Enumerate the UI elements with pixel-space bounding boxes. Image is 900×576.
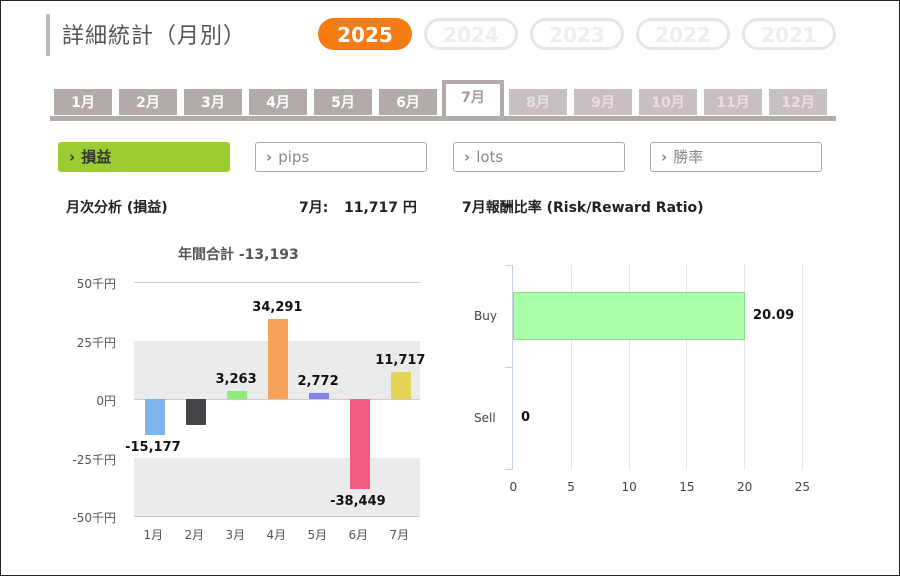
page-title: 詳細統計（月別） — [62, 24, 247, 49]
x-tick-label: 10 — [621, 480, 637, 494]
bar-2月 — [185, 399, 206, 425]
metric-label: lots — [476, 148, 504, 166]
year-tab-2023[interactable]: 2023 — [530, 18, 624, 50]
metric-button-winrate[interactable]: › 勝率 — [650, 142, 822, 172]
x-tick-label: 5 — [567, 480, 575, 494]
y-tick-label: -25千円 — [72, 453, 116, 467]
data-label: 0 — [521, 410, 531, 425]
chart-band — [134, 458, 420, 516]
grid-line — [134, 516, 420, 517]
bar-6月 — [349, 399, 370, 489]
x-tick-label: 5月 — [307, 528, 328, 542]
year-tab-2021[interactable]: 2021 — [742, 18, 836, 50]
monthly-analysis-heading: 月次分析 (損益) — [66, 200, 168, 216]
chevron-right-icon: › — [464, 148, 471, 166]
grid-line — [570, 265, 572, 470]
x-tick-label: 1月 — [143, 528, 164, 542]
x-tick-label: 20 — [737, 480, 753, 494]
y-axis-tick — [505, 367, 513, 368]
y-axis-tick — [505, 265, 513, 266]
current-month-label: 7月: — [299, 200, 329, 216]
month-tab-11: 11月 — [704, 89, 762, 115]
y-tick-label: 0円 — [96, 394, 116, 408]
chevron-right-icon: › — [661, 148, 668, 166]
month-tab-4[interactable]: 4月 — [249, 89, 307, 115]
y-axis-tick — [505, 469, 513, 470]
data-label: -38,449 — [330, 493, 386, 509]
year-tab-2022[interactable]: 2022 — [636, 18, 730, 50]
x-tick-label: 2月 — [184, 528, 205, 542]
month-tab-1[interactable]: 1月 — [54, 89, 112, 115]
bar-5月 — [308, 392, 329, 399]
current-month-value: 11,717 円 — [344, 200, 417, 216]
month-tab-10: 10月 — [639, 89, 697, 115]
month-tab-9: 9月 — [574, 89, 632, 115]
month-tab-3[interactable]: 3月 — [184, 89, 242, 115]
annual-total: 年間合計 -13,193 — [178, 247, 299, 263]
metric-label: pips — [278, 148, 310, 166]
x-tick-label: 0 — [509, 480, 518, 494]
y-tick-label: 25千円 — [76, 336, 116, 350]
x-tick-label: 25 — [794, 480, 811, 494]
metric-label: 損益 — [81, 148, 112, 166]
grid-line — [134, 399, 420, 400]
month-tab-2[interactable]: 2月 — [119, 89, 177, 115]
metric-button-pips[interactable]: › pips — [255, 142, 427, 172]
x-tick-label: 15 — [679, 480, 695, 494]
metric-label: 勝率 — [673, 148, 704, 166]
month-tab-6[interactable]: 6月 — [379, 89, 437, 115]
chevron-right-icon: › — [69, 148, 76, 166]
month-tab-7[interactable]: 7月 — [442, 80, 504, 116]
grid-line — [744, 265, 745, 470]
grid-line — [134, 282, 420, 283]
bar-buy — [513, 292, 746, 340]
x-tick-label: 3月 — [225, 528, 246, 542]
bar-3月 — [226, 391, 247, 399]
bar-7月 — [390, 371, 411, 399]
data-label: 2,772 — [297, 373, 339, 389]
data-label: -15,177 — [125, 439, 181, 455]
year-tab-2024[interactable]: 2024 — [424, 18, 518, 50]
bar-1月 — [144, 399, 165, 435]
ratio-heading: 7月報酬比率 (Risk/Reward Ratio) — [462, 200, 704, 216]
x-tick-label: 7月 — [389, 528, 410, 542]
month-tab-bar: 1月 2月 3月 4月 5月 6月 7月 8月 9月 10月 11月 12月 — [50, 80, 836, 121]
year-tab-2025[interactable]: 2025 — [318, 18, 412, 50]
chevron-right-icon: › — [266, 148, 273, 166]
month-tab-8: 8月 — [509, 89, 567, 115]
title-accent-bar — [46, 14, 50, 56]
data-label: 34,291 — [252, 299, 303, 315]
y-tick-label: -50千円 — [72, 511, 116, 525]
data-label: 11,717 — [375, 352, 426, 368]
y-tick-label: 50千円 — [76, 277, 116, 291]
metric-button-lots[interactable]: › lots — [453, 142, 625, 172]
month-tab-12: 12月 — [769, 89, 827, 115]
bar-4月 — [267, 318, 288, 399]
metric-button-profit[interactable]: › 損益 — [58, 142, 230, 172]
grid-line — [628, 265, 630, 470]
data-label: 3,263 — [215, 372, 257, 388]
grid-line — [686, 265, 688, 470]
x-tick-label: 6月 — [348, 528, 369, 542]
x-tick-label: 4月 — [266, 528, 287, 542]
grid-line — [801, 265, 803, 470]
category-label-sell: Sell — [474, 411, 496, 425]
category-label-buy: Buy — [474, 309, 497, 323]
month-tab-5[interactable]: 5月 — [314, 89, 372, 115]
data-label: 20.09 — [753, 308, 795, 323]
